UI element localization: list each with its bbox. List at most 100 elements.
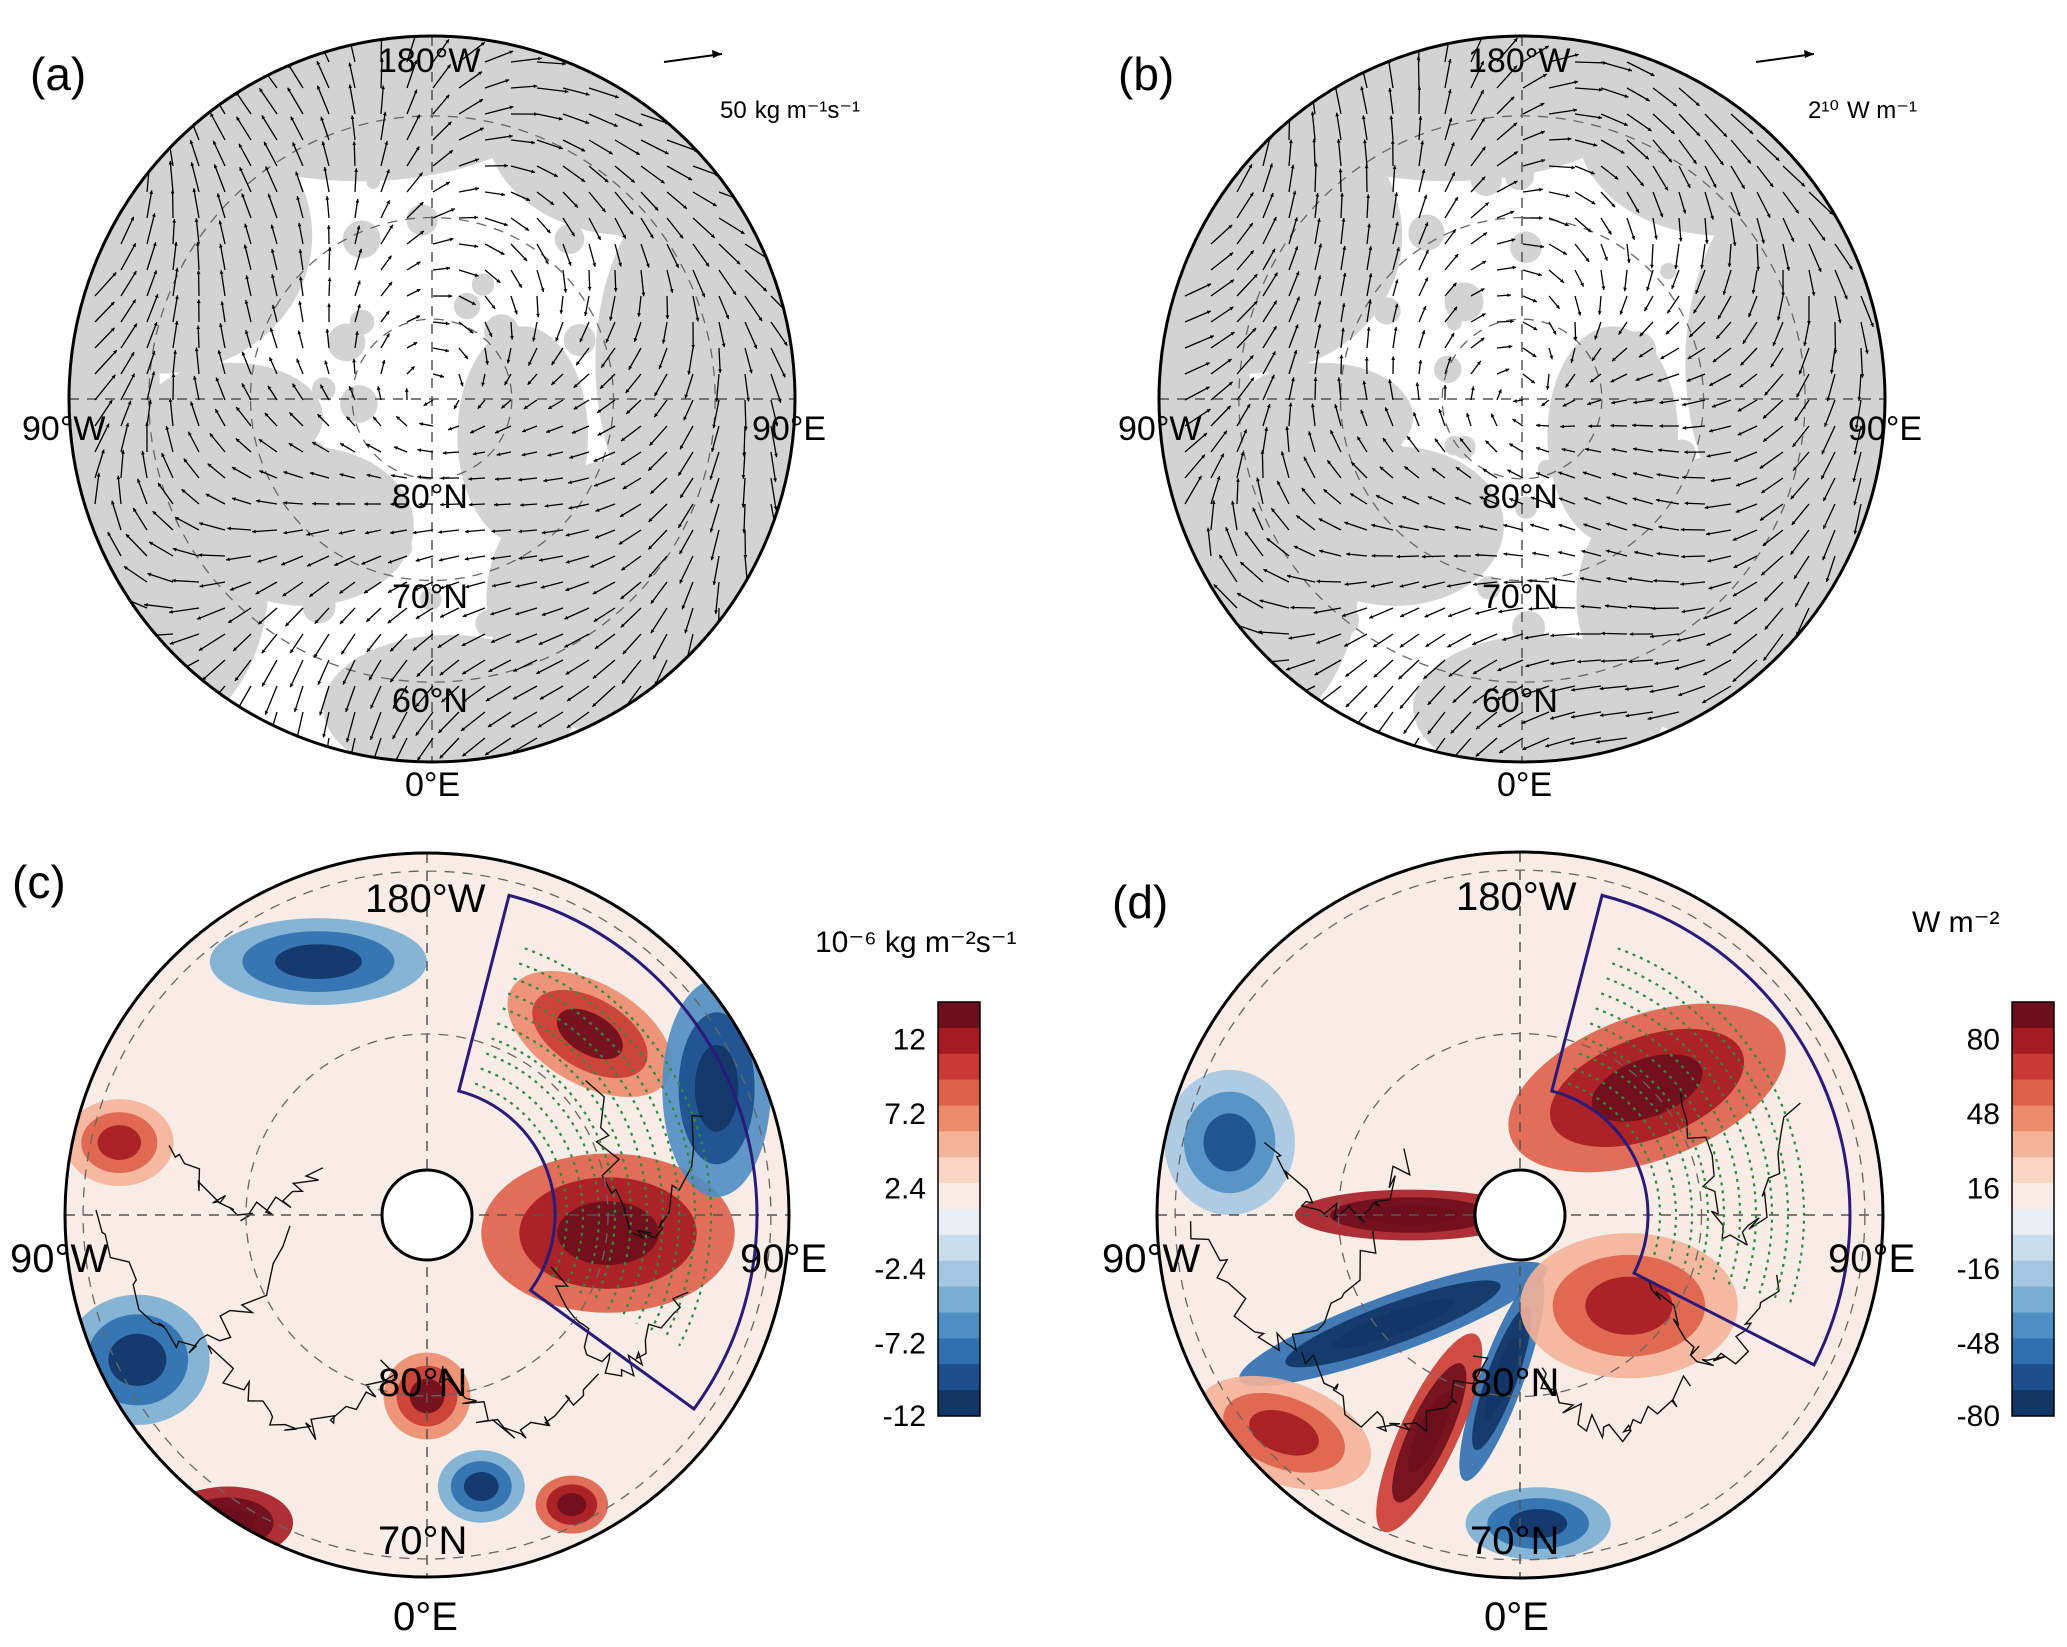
vector-arrowhead xyxy=(267,385,272,390)
vector-arrow xyxy=(120,351,135,375)
vector-arrow xyxy=(1574,139,1598,147)
vector-arrow xyxy=(296,195,304,219)
vector-arrowhead xyxy=(547,452,552,457)
vector-arrowhead xyxy=(448,426,453,431)
vector-arrow xyxy=(1626,217,1635,241)
vector-arrow xyxy=(709,503,720,533)
vector-arrow xyxy=(1574,243,1590,263)
vector-arrowhead xyxy=(635,151,640,155)
vector-arrow xyxy=(1600,659,1628,662)
vector-arrowhead xyxy=(1598,87,1603,92)
vector-arrowhead xyxy=(1366,327,1371,331)
vector-arrow xyxy=(1605,549,1628,557)
vector-arrowhead xyxy=(1243,429,1247,434)
vector-arrowhead xyxy=(1290,605,1295,610)
vector-arrowhead xyxy=(445,39,449,44)
vector-arrowhead xyxy=(369,735,374,740)
vector-arrowhead xyxy=(327,247,332,251)
vector-arrowhead xyxy=(1601,286,1606,290)
vector-arrowhead xyxy=(282,592,287,597)
vector-arrow xyxy=(1366,273,1372,297)
vector-arrowhead xyxy=(226,557,230,562)
vector-arrowhead xyxy=(137,478,141,483)
lon-label-top-c: 180°W xyxy=(365,877,486,921)
vector-arrowhead xyxy=(1225,527,1229,532)
vector-arrow xyxy=(1210,306,1234,323)
vector-arrow xyxy=(510,85,538,89)
vector-arrow xyxy=(349,84,356,115)
vector-arrow xyxy=(1853,477,1862,506)
vector-arrow xyxy=(1262,163,1273,193)
vector-arrowhead xyxy=(198,553,203,557)
vector-arrowhead xyxy=(1747,159,1751,164)
island-patch xyxy=(340,385,378,423)
vector-arrowhead xyxy=(196,270,201,275)
vector-arrow xyxy=(1210,224,1233,245)
latitude-circle xyxy=(1441,318,1603,480)
vector-arrowhead xyxy=(1394,192,1399,196)
island-patch xyxy=(342,220,381,259)
vector-arrowhead xyxy=(439,502,444,507)
vector-arrow xyxy=(640,165,665,184)
vector-arrowhead xyxy=(1707,558,1712,563)
vector-arrowhead xyxy=(621,437,626,442)
vector-arrowhead xyxy=(537,723,542,728)
vector-arrowhead xyxy=(1650,72,1655,76)
vector-arrowhead xyxy=(1553,605,1557,610)
vector-arrowhead xyxy=(1447,357,1452,362)
vector-arrow xyxy=(1470,36,1484,63)
vector-arrowhead xyxy=(597,235,601,240)
vector-arrowhead xyxy=(219,323,223,328)
vector-arrow xyxy=(196,607,226,620)
vector-arrowhead xyxy=(1431,468,1436,472)
vector-arrow xyxy=(199,581,226,588)
vector-arrow xyxy=(1792,451,1810,472)
vector-arrow xyxy=(1626,191,1640,214)
colorbar-tick-label: 48 xyxy=(1967,1098,2000,1131)
vector-arrow xyxy=(1262,135,1272,167)
vector-arrowhead xyxy=(445,94,450,99)
vector-arrow xyxy=(94,449,105,479)
vector-arrow xyxy=(1213,583,1238,609)
vector-arrowhead xyxy=(1759,464,1764,469)
vector-arrowhead xyxy=(1502,637,1507,641)
vector-arrow xyxy=(562,139,586,152)
vector-arrowhead xyxy=(244,330,249,334)
vector-arrowhead xyxy=(1344,521,1349,526)
vector-arrowhead xyxy=(218,220,223,225)
vector-arrowhead xyxy=(683,205,687,209)
vector-arrowhead xyxy=(1817,267,1822,272)
vector-arrow xyxy=(540,581,564,589)
vector-arrowhead xyxy=(320,116,324,121)
vector-arrow xyxy=(1427,685,1446,706)
vector-arrow xyxy=(198,633,226,652)
vector-arrowhead xyxy=(153,270,158,275)
vector-arrow xyxy=(1548,109,1578,115)
vector-arrowhead xyxy=(355,331,359,335)
vector-arrowhead xyxy=(1628,576,1632,581)
vector-arrowhead xyxy=(423,402,428,406)
vector-arrow xyxy=(510,217,530,232)
vector-arrowhead xyxy=(390,647,395,652)
vector-arrow xyxy=(1261,450,1264,479)
vector-arrowhead xyxy=(762,287,767,292)
vector-arrowhead xyxy=(601,208,606,213)
vector-arrow xyxy=(677,451,694,477)
vector-arrow xyxy=(1470,146,1487,167)
vector-arrow xyxy=(1447,633,1472,648)
vector-arrow xyxy=(461,659,486,675)
vector-arrowhead xyxy=(1205,386,1210,391)
vector-arrow xyxy=(1244,531,1264,557)
vector-arrowhead xyxy=(592,590,597,595)
vector-arrowhead xyxy=(1249,223,1253,228)
vector-arrowhead xyxy=(534,112,538,117)
vector-arrowhead xyxy=(614,94,619,99)
vector-arrowhead xyxy=(1532,353,1537,357)
reference-vector-a: 50 kg m⁻¹s⁻¹ xyxy=(663,50,860,124)
island-patch xyxy=(1749,254,1764,268)
vector-arrow xyxy=(484,50,514,63)
vector-arrow xyxy=(289,633,304,654)
vector-arrowhead xyxy=(1270,374,1275,379)
vector-arrow xyxy=(1680,581,1706,586)
vector-arrow xyxy=(588,139,614,155)
